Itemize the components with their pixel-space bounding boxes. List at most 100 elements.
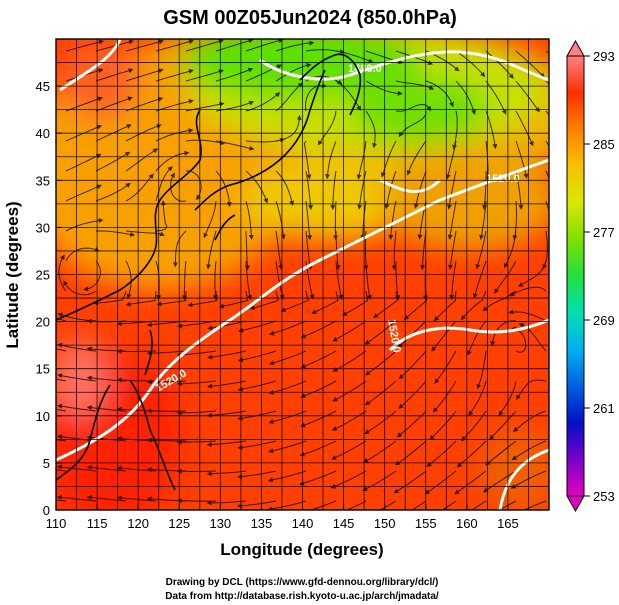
streamline — [426, 440, 457, 468]
streamline — [155, 39, 194, 52]
streamline — [280, 290, 309, 312]
streamline — [181, 260, 187, 301]
streamline — [268, 440, 307, 454]
streamline — [275, 230, 284, 270]
streamline — [207, 380, 247, 389]
streamline — [303, 140, 312, 180]
streamline — [332, 350, 367, 372]
streamline — [391, 230, 397, 271]
streamline — [445, 140, 457, 180]
streamline — [245, 39, 284, 52]
y-axis-label: Latitude (degrees) — [3, 201, 22, 348]
streamline — [333, 200, 339, 241]
streamline — [380, 140, 397, 178]
streamline — [83, 260, 101, 292]
streamline — [515, 140, 529, 179]
streamline — [311, 290, 339, 314]
streamline — [95, 68, 134, 82]
colorbar-max-arrow — [566, 39, 585, 57]
streamline — [470, 500, 487, 510]
streamline — [448, 230, 457, 270]
streamline — [93, 290, 127, 306]
streamline — [65, 153, 102, 172]
streamline — [365, 80, 403, 96]
streamline — [512, 410, 547, 432]
streamline — [125, 68, 164, 82]
streamline — [155, 150, 190, 172]
streamline — [95, 39, 135, 52]
streamline — [56, 439, 67, 442]
colorbar-tick-label: 261 — [593, 401, 615, 416]
streamline — [373, 290, 398, 319]
streamline — [485, 440, 517, 466]
streamline — [155, 99, 194, 112]
streamline — [125, 124, 162, 142]
streamline — [245, 170, 269, 204]
streamline — [65, 218, 104, 232]
streamline — [206, 500, 247, 506]
x-tick-label: 160 — [456, 516, 478, 531]
streamline — [125, 39, 164, 52]
streamline — [468, 380, 487, 417]
streamline — [413, 170, 427, 209]
x-axis-label: Longitude (degrees) — [220, 540, 383, 559]
streamline — [207, 320, 247, 331]
streamline — [479, 200, 487, 240]
streamline — [447, 200, 457, 240]
x-tick-label: 155 — [415, 516, 437, 531]
streamline — [245, 260, 253, 301]
streamline — [446, 170, 457, 210]
streamline — [155, 166, 173, 202]
streamline — [65, 96, 103, 112]
streamline — [207, 350, 247, 360]
streamline — [364, 380, 397, 406]
streamline — [268, 380, 307, 395]
streamline — [185, 39, 224, 52]
streamline — [215, 67, 254, 82]
streamline — [395, 80, 435, 90]
streamline — [125, 260, 132, 300]
streamline — [205, 230, 217, 270]
streamline — [449, 260, 457, 301]
streamline — [275, 200, 286, 240]
streamline — [360, 200, 367, 241]
y-tick-label: 20 — [36, 315, 50, 330]
streamline — [452, 110, 458, 150]
streamline — [425, 80, 454, 108]
streamline — [411, 500, 427, 510]
y-tick-label: 30 — [36, 220, 50, 235]
streamline — [515, 170, 524, 210]
streamline — [125, 96, 164, 112]
streamline — [155, 128, 194, 142]
streamline — [146, 408, 187, 414]
x-tick-label: 120 — [127, 516, 149, 531]
streamline — [237, 470, 277, 479]
streamline — [63, 280, 97, 296]
x-tick-label: 140 — [292, 516, 314, 531]
streamline — [388, 200, 397, 240]
colorbar-tick-label: 277 — [593, 225, 615, 240]
credit-line-1: Drawing by DCL (https://www.gfd-dennou.o… — [166, 577, 439, 588]
streamline — [237, 440, 277, 450]
streamline — [475, 230, 487, 270]
streamline — [275, 63, 312, 82]
y-tick-label: 10 — [36, 409, 50, 424]
x-tick-label: 110 — [46, 516, 67, 531]
streamline — [95, 96, 133, 112]
contour-label: 1480.0 — [348, 63, 382, 75]
streamline — [398, 350, 427, 380]
streamline — [275, 170, 295, 206]
streamline — [332, 320, 367, 342]
streamline — [300, 350, 337, 369]
x-tick-label: 115 — [87, 516, 108, 531]
streamline — [335, 80, 361, 111]
streamline — [460, 290, 487, 321]
streamline — [516, 379, 547, 401]
streamline — [305, 200, 312, 241]
streamline — [420, 230, 427, 271]
y-tick-label: 25 — [36, 268, 50, 283]
streamline — [215, 140, 255, 151]
x-tick-label: 130 — [209, 516, 231, 531]
y-tick-label: 45 — [36, 79, 50, 94]
